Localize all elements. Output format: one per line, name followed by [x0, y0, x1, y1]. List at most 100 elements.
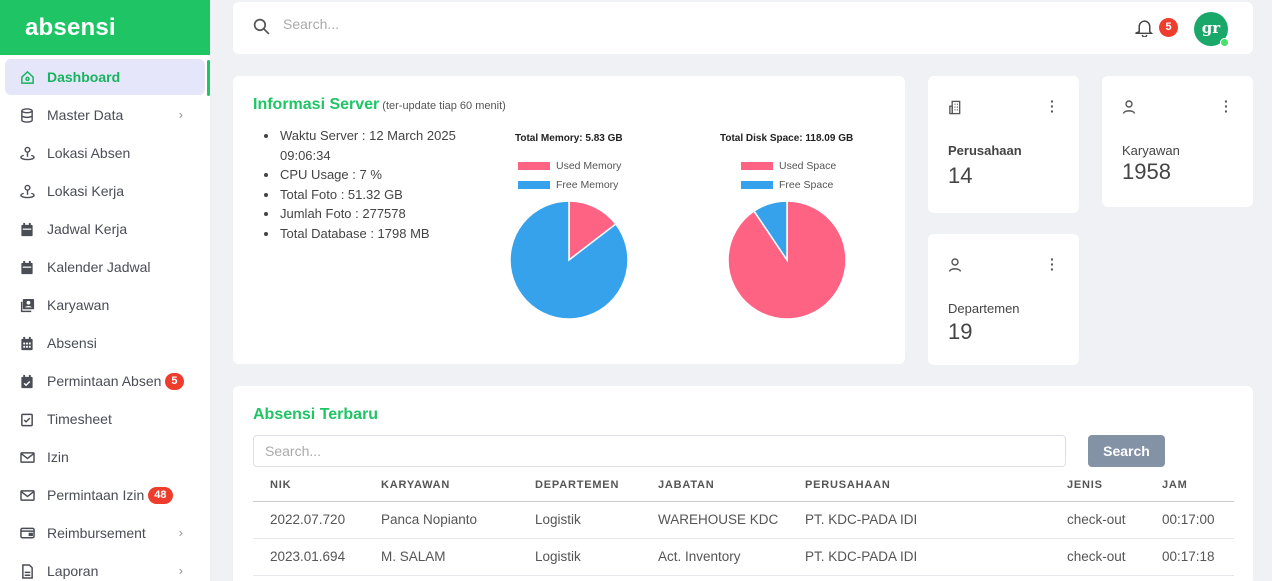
table-row[interactable]: 2023.01.694 M. SALAM Logistik Act. Inven… — [253, 538, 1234, 576]
server-subtitle: (ter-update tiap 60 menit) — [382, 100, 506, 112]
checkbox-icon — [19, 411, 35, 427]
memory-legend-free[interactable]: Free Memory — [518, 179, 618, 191]
sidebar-item-label: Jadwal Kerja — [47, 221, 128, 237]
stat-value: 1958 — [1122, 159, 1171, 184]
home-icon — [19, 69, 35, 85]
stat-card-departemen[interactable]: · · · Departemen 19 — [928, 234, 1079, 365]
location-icon — [19, 145, 35, 161]
sidebar-item-lokasi-absen[interactable]: Lokasi Absen — [5, 135, 205, 171]
server-info-item: Total Foto : 51.32 GB — [261, 185, 461, 205]
cell-perusahaan: PT. KDC-PADA IDI — [788, 538, 1050, 576]
table-header-row: NIK KARYAWAN DEPARTEMEN JABATAN PERUSAHA… — [253, 469, 1234, 502]
sidebar-item-label: Permintaan Izin — [47, 487, 145, 503]
cell-perusahaan: PT. KDC-PADA IDI — [788, 501, 1050, 539]
absensi-terbaru-card: Absensi Terbaru Search NIK KARYAWAN DEPA… — [233, 386, 1253, 581]
chevron-right-icon: › — [178, 107, 183, 122]
pie-slice-free-space[interactable] — [753, 200, 788, 263]
sidebar-item-laporan[interactable]: Laporan › — [5, 553, 205, 581]
absensi-search-input[interactable] — [253, 435, 1066, 467]
cell-departemen: Logistik — [518, 501, 641, 539]
notification-badge: 5 — [165, 372, 184, 390]
search-input[interactable] — [283, 16, 683, 32]
column-header[interactable]: JABATAN — [641, 469, 788, 502]
cell-nik: 2023.01.694 — [253, 538, 364, 576]
file-icon — [19, 563, 35, 579]
bell-icon[interactable] — [1135, 18, 1154, 42]
more-options-icon[interactable]: · · · — [1224, 93, 1229, 119]
more-options-icon[interactable]: · · · — [1050, 251, 1055, 277]
sidebar-item-permintaan-izin[interactable]: Permintaan Izin 48 — [5, 477, 205, 513]
sidebar-item-absensi[interactable]: Absensi — [5, 325, 205, 361]
sidebar-item-label: Kalender Jadwal — [47, 259, 151, 275]
column-header[interactable]: DEPARTEMEN — [518, 469, 641, 502]
cell-departemen: Logistik — [518, 538, 641, 576]
table-row[interactable]: 2022.07.720 Panca Nopianto Logistik WARE… — [253, 501, 1234, 539]
notification-badge: 48 — [148, 486, 173, 504]
sidebar-item-label: Dashboard — [47, 69, 121, 85]
sidebar-item-dashboard[interactable]: Dashboard — [5, 59, 205, 95]
stat-label: Departemen — [948, 301, 1020, 316]
disk-chart-title: Total Disk Space: 118.09 GB — [720, 133, 854, 144]
sidebar-item-reimbursement[interactable]: Reimbursement › — [5, 515, 205, 551]
cell-jam: 00:17:18 — [1145, 538, 1234, 576]
wallet-icon — [19, 525, 35, 541]
legend-label: Used Memory — [556, 160, 622, 172]
legend-swatch — [741, 181, 773, 189]
memory-legend-used[interactable]: Used Memory — [518, 160, 621, 172]
calendar-icon — [19, 259, 35, 275]
stat-value: 19 — [948, 319, 973, 344]
sidebar: absensi Dashboard Master Data › Lokasi A… — [0, 0, 210, 581]
sidebar-item-lokasi-kerja[interactable]: Lokasi Kerja — [5, 173, 205, 209]
cell-karyawan: Panca Nopianto — [364, 501, 518, 539]
column-header[interactable]: JENIS — [1050, 469, 1145, 502]
column-header[interactable]: PERUSAHAAN — [788, 469, 1050, 502]
online-status-dot — [1220, 38, 1229, 47]
top-bar: 5 gr — [233, 2, 1253, 54]
search-button[interactable]: Search — [1088, 435, 1165, 467]
stat-card-karyawan[interactable]: · · · Karyawan 1958 — [1102, 76, 1253, 207]
sidebar-item-master-data[interactable]: Master Data › — [5, 97, 205, 133]
column-header[interactable]: KARYAWAN — [364, 469, 518, 502]
legend-swatch — [518, 162, 550, 170]
mail-icon — [19, 487, 35, 503]
disk-legend-used[interactable]: Used Space — [741, 160, 836, 172]
memory-chart-title: Total Memory: 5.83 GB — [515, 133, 623, 144]
sidebar-item-label: Master Data — [47, 107, 124, 123]
sidebar-item-label: Timesheet — [47, 411, 112, 427]
stat-label: Karyawan — [1122, 143, 1180, 158]
sidebar-item-izin[interactable]: Izin — [5, 439, 205, 475]
absensi-table: NIK KARYAWAN DEPARTEMEN JABATAN PERUSAHA… — [253, 469, 1234, 576]
sidebar-menu: Dashboard Master Data › Lokasi Absen Lok… — [0, 55, 210, 581]
notification-badge: 5 — [1159, 18, 1178, 37]
sidebar-item-timesheet[interactable]: Timesheet — [5, 401, 205, 437]
cell-jabatan: Act. Inventory — [641, 538, 788, 576]
legend-label: Free Memory — [556, 179, 619, 191]
server-info-list: Waktu Server : 12 March 2025 09:06:34 CP… — [261, 126, 461, 243]
sidebar-item-permintaan-absen[interactable]: Permintaan Absen 5 — [5, 363, 205, 399]
sidebar-item-jadwal-kerja[interactable]: Jadwal Kerja — [5, 211, 205, 247]
cell-jam: 00:17:00 — [1145, 501, 1234, 539]
sidebar-item-kalender-jadwal[interactable]: Kalender Jadwal — [5, 249, 205, 285]
server-title: Informasi Server — [253, 96, 380, 113]
legend-label: Free Space — [779, 179, 834, 191]
disk-legend-free[interactable]: Free Space — [741, 179, 833, 191]
pie-slice-free-memory[interactable] — [509, 200, 629, 320]
column-header[interactable]: NIK — [253, 469, 364, 502]
brand-logo[interactable]: absensi — [0, 0, 210, 55]
calendar-grid-icon — [19, 335, 35, 351]
pie-slice-used-memory[interactable] — [568, 200, 617, 262]
cell-jenis: check-out — [1050, 501, 1145, 539]
legend-swatch — [741, 162, 773, 170]
chevron-right-icon: › — [178, 563, 183, 578]
active-indicator — [207, 60, 210, 96]
sidebar-item-label: Izin — [47, 449, 69, 465]
server-info-item: Waktu Server : 12 March 2025 09:06:34 — [261, 126, 461, 165]
server-info-item: Total Database : 1798 MB — [261, 224, 461, 244]
location-icon — [19, 183, 35, 199]
column-header[interactable]: JAM — [1145, 469, 1234, 502]
server-info-item: Jumlah Foto : 277578 — [261, 204, 461, 224]
more-options-icon[interactable]: · · · — [1050, 93, 1055, 119]
legend-label: Used Space — [779, 160, 837, 172]
stat-card-perusahaan[interactable]: · · · Perusahaan 14 — [928, 76, 1079, 213]
sidebar-item-karyawan[interactable]: Karyawan — [5, 287, 205, 323]
